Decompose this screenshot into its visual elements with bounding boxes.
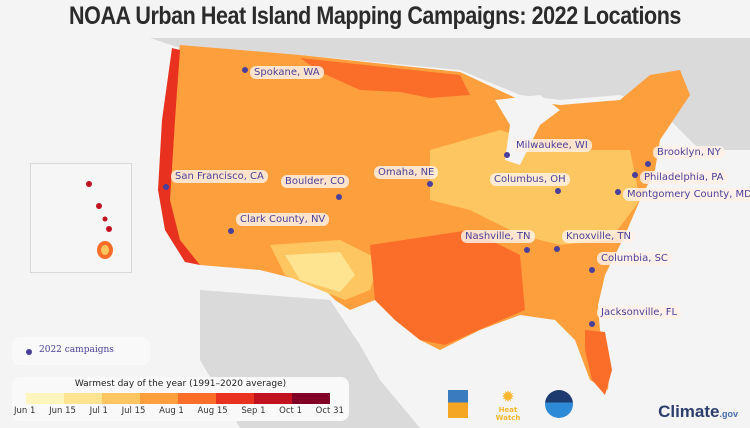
legend-tick-label: Jul 1 xyxy=(89,406,108,416)
legend-swatch xyxy=(102,393,140,404)
city-marker-icon xyxy=(228,228,234,234)
city-label: Spokane, WA xyxy=(250,66,324,79)
city-marker-icon xyxy=(554,246,560,252)
city-label: Omaha, NE xyxy=(374,166,439,179)
legend-swatch xyxy=(216,393,254,404)
legend-color-bar xyxy=(26,393,330,404)
city-marker-icon xyxy=(427,181,433,187)
legend-tick-label: Oct 31 xyxy=(315,406,344,416)
city-marker-icon xyxy=(589,267,595,273)
legend-tick-label: Oct 1 xyxy=(279,406,302,416)
legend-tick-label: Jul 15 xyxy=(121,406,146,416)
legend-tick-label: Aug 15 xyxy=(197,406,228,416)
conus-land xyxy=(162,45,690,390)
city-marker-icon xyxy=(555,188,561,194)
campaign-dot-icon xyxy=(26,349,32,355)
city-label: Brooklyn, NY xyxy=(653,146,725,159)
great-lakes xyxy=(495,95,560,165)
legend-swatch xyxy=(26,393,64,404)
city-label: Columbus, OH xyxy=(490,173,570,186)
south-central-hot xyxy=(370,230,525,345)
legend-swatch xyxy=(178,393,216,404)
city-marker-icon xyxy=(163,184,169,190)
city-label: Knoxville, TN xyxy=(562,230,635,243)
city-marker-icon xyxy=(524,247,530,253)
legend-tick-label: Aug 1 xyxy=(159,406,184,416)
canada-region xyxy=(150,38,750,150)
northern-hot-band xyxy=(300,58,470,98)
climate-gov-logo: Climate.gov xyxy=(658,402,738,421)
campaigns-legend: 2022 campaigns xyxy=(12,337,150,365)
noaa-logo xyxy=(545,390,573,418)
southwest-palest xyxy=(285,252,355,292)
legend-tick-label: Jun 1 xyxy=(14,406,36,416)
page-title: NOAA Urban Heat Island Mapping Campaigns… xyxy=(69,2,681,30)
city-label: Jacksonville, FL xyxy=(597,306,682,319)
hawaii-inset xyxy=(30,163,132,273)
city-label: Clark County, NV xyxy=(236,213,330,226)
nihhis-logo xyxy=(448,390,468,418)
city-label: Milwaukee, WI xyxy=(512,139,592,152)
legend-tick-label: Jun 15 xyxy=(49,406,76,416)
city-label: Montgomery County, MD xyxy=(623,188,750,201)
city-label: San Francisco, CA xyxy=(171,170,268,183)
campaigns-legend-label: 2022 campaigns xyxy=(39,345,114,355)
west-coast-strip xyxy=(158,48,200,265)
legend-title: Warmest day of the year (1991–2020 avera… xyxy=(74,379,287,389)
midwest-pale xyxy=(430,130,640,245)
city-marker-icon xyxy=(645,161,651,167)
city-label: Nashville, TN xyxy=(461,230,535,243)
legend-swatch xyxy=(64,393,102,404)
legend-swatch xyxy=(292,393,330,404)
color-legend: Warmest day of the year (1991–2020 avera… xyxy=(12,377,349,421)
city-label: Boulder, CO xyxy=(281,175,349,188)
florida xyxy=(585,330,612,395)
city-label: Philadelphia, PA xyxy=(640,171,728,184)
sun-icon: ✹ xyxy=(501,387,515,406)
city-marker-icon xyxy=(336,194,342,200)
city-marker-icon xyxy=(589,321,595,327)
city-marker-icon xyxy=(242,67,248,73)
legend-ticks: Jun 1 Jun 15 Jul 1 Jul 15 Aug 1 Aug 15 Sep 1 Oc… xyxy=(14,406,344,416)
city-marker-icon xyxy=(615,189,621,195)
legend-tick-label: Sep 1 xyxy=(241,406,266,416)
heat-watch-logo: ✹ Heat Watch xyxy=(490,387,526,423)
city-marker-icon xyxy=(504,152,510,158)
city-label: Columbia, SC xyxy=(597,252,672,265)
legend-swatch xyxy=(254,393,292,404)
legend-swatch xyxy=(140,393,178,404)
city-marker-icon xyxy=(632,172,638,178)
